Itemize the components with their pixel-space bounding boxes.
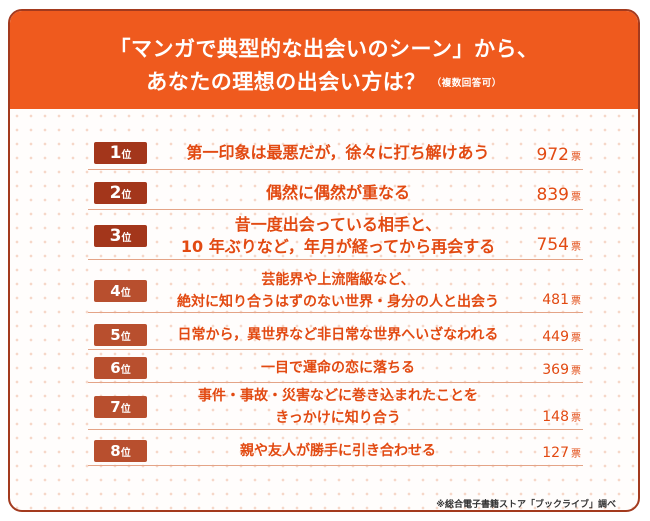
scene-text-line: 昔一度出会っている相手と、 [234,215,442,234]
rank-badge: 5位 [94,324,147,346]
scene-text-line: 偶然に偶然が重なる [265,183,410,202]
rank-badge: 2位 [94,182,147,204]
rank-number: 1 [109,143,122,163]
rank-badge: 8位 [94,440,147,462]
scene-text-line: 芸能界や上流階級など、 [261,272,415,288]
scene-text: 一目で運命の恋に落ちる [154,357,522,379]
rank-number: 2 [109,183,122,203]
scene-text-line: 10 年ぶりなど，年月が経ってから再会する [180,237,496,256]
vote-unit: 票 [571,242,581,253]
vote-value: 127 [542,445,569,461]
vote-value: 481 [542,292,569,308]
scene-text: 昔一度出会っている相手と、 10 年ぶりなど，年月が経ってから再会する [154,214,522,258]
vote-value: 839 [536,185,569,205]
vote-count: 839 票 [537,185,581,205]
rank-badge: 6位 [94,357,147,379]
vote-value: 369 [542,362,569,378]
vote-value: 148 [542,409,569,425]
rank-badge: 4位 [94,280,147,302]
source-note: ※総合電子書籍ストア「ブックライブ」調べ [436,500,616,510]
scene-text: 偶然に偶然が重なる [154,182,522,204]
scene-text-line: きっかけに知り合う [275,410,401,426]
rank-suffix: 位 [120,448,131,459]
scene-text: 芸能界や上流階級など、絶対に知り合うはずのない世界・身分の人と出会う [154,269,522,313]
rank-badge: 3位 [94,225,147,247]
rank-number: 5 [110,326,121,344]
vote-count: 481 票 [542,292,581,308]
vote-unit: 票 [571,449,581,460]
rank-suffix: 位 [120,404,131,415]
vote-unit: 票 [571,296,581,307]
scene-text-line: 第一印象は最悪だが，徐々に打ち解けあう [186,143,490,162]
ranking-row: 5位 日常から，異世界など非日常な世界へいざなわれる 449 票 [88,320,583,350]
scene-text: 第一印象は最悪だが，徐々に打ち解けあう [154,142,522,164]
scene-text: 日常から，異世界など非日常な世界へいざなわれる [154,324,522,346]
scene-text: 事件・事故・災害などに巻き込まれたことを きっかけに知り合う [154,385,522,429]
vote-count: 127 票 [542,445,581,461]
ranking-row: 6位 一目で運命の恋に落ちる 369 票 [88,353,583,383]
rank-badge: 1位 [94,142,147,164]
rank-suffix: 位 [121,190,132,201]
title-line-2-text: あなたの理想の出会い方は？ [146,70,426,94]
rank-suffix: 位 [120,365,131,376]
rank-suffix: 位 [120,288,131,299]
ranking-row: 4位 芸能界や上流階級など、 絶対に知り合うはずのない世界・身分の人と出会う 481 票 [88,270,583,313]
title-note: （複数回答可） [431,78,502,89]
ranking-row: 2位 偶然に偶然が重なる 839 票 [88,176,583,210]
scene-text-line: 日常から，異世界など非日常な世界へいざなわれる [177,327,499,343]
rank-suffix: 位 [121,233,132,244]
rank-number: 7 [110,398,121,416]
vote-value: 754 [536,235,569,255]
vote-unit: 票 [571,152,581,163]
scene-text-line: 親や友人が勝手に引き合わせる [240,443,436,459]
vote-unit: 票 [571,413,581,424]
rank-suffix: 位 [121,150,132,161]
vote-unit: 票 [571,366,581,377]
vote-unit: 票 [571,192,581,203]
ranking-row: 1位 第一印象は最悪だが，徐々に打ち解けあう 972 票 [88,136,583,170]
scene-text-line: 絶対に知り合うはずのない世界・身分の人と出会う [177,294,499,310]
vote-value: 972 [536,145,569,165]
vote-count: 754 票 [537,235,581,255]
ranking-row: 7位 事件・事故・災害などに巻き込まれたことを きっかけに知り合う 148 票 [88,385,583,430]
title-banner: 「マンガで典型的な出会いのシーン」から、 あなたの理想の出会い方は？ （複数回答可… [10,11,638,109]
scene-text-line: 事件・事故・災害などに巻き込まれたことを [198,388,478,404]
ranking-card: 「マンガで典型的な出会いのシーン」から、 あなたの理想の出会い方は？ （複数回答可… [8,9,640,512]
title-line-1: 「マンガで典型的な出会いのシーン」から、 [109,37,539,61]
rank-suffix: 位 [120,332,131,343]
scene-text: 親や友人が勝手に引き合わせる [154,440,522,462]
rank-number: 8 [110,442,121,460]
vote-count: 369 票 [542,362,581,378]
rank-badge: 7位 [94,396,147,418]
vote-unit: 票 [571,333,581,344]
vote-count: 148 票 [542,409,581,425]
ranking-row: 3位 昔一度出会っている相手と、 10 年ぶりなど，年月が経ってから再会する 754 票 [88,213,583,260]
ranking-row: 8位 親や友人が勝手に引き合わせる 127 票 [88,436,583,466]
vote-count: 972 票 [537,145,581,165]
rank-number: 4 [110,282,121,300]
vote-count: 449 票 [542,329,581,345]
rank-number: 6 [110,359,121,377]
vote-value: 449 [542,329,569,345]
scene-text-line: 一目で運命の恋に落ちる [261,360,415,376]
rank-number: 3 [109,226,122,246]
title-line-2: あなたの理想の出会い方は？ （複数回答可） [10,66,638,96]
